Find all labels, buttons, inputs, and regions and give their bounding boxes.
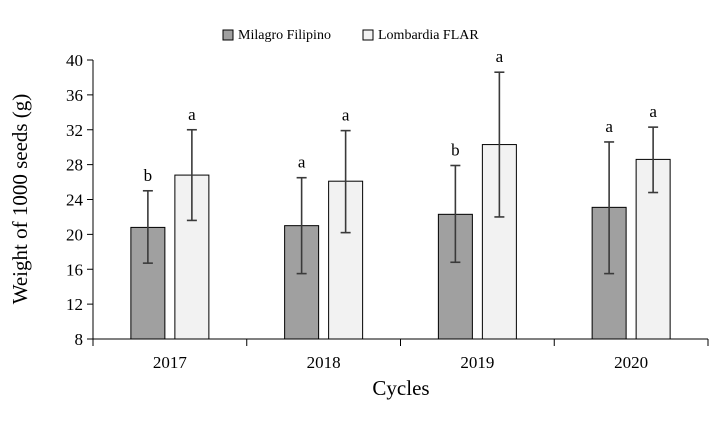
y-tick-label: 20 bbox=[66, 225, 83, 244]
significance-letter: b bbox=[144, 166, 153, 185]
legend-swatch bbox=[222, 29, 234, 41]
x-axis: 2017 2018 2019 2020 bbox=[92, 338, 709, 372]
y-tick-label: 16 bbox=[66, 260, 83, 279]
y-tick-label: 36 bbox=[66, 86, 83, 105]
y-axis-label: Weight of 1000 seeds (g) bbox=[8, 94, 32, 305]
bars: b a a a b a a a bbox=[130, 47, 671, 340]
x-axis-label: Cycles bbox=[372, 376, 429, 400]
significance-letter: a bbox=[605, 117, 613, 136]
legend-label: Milagro Filipino bbox=[238, 28, 331, 43]
y-tick-label: 40 bbox=[66, 51, 83, 70]
significance-letter: a bbox=[649, 102, 657, 121]
x-tick-label: 2018 bbox=[307, 353, 341, 372]
y-tick-label: 24 bbox=[66, 191, 84, 210]
y-tick-label: 12 bbox=[66, 295, 83, 314]
x-tick-label: 2019 bbox=[460, 353, 494, 372]
x-tick-label: 2017 bbox=[153, 353, 188, 372]
legend: Milagro Filipino Lombardia FLAR bbox=[222, 28, 479, 43]
y-tick-label: 32 bbox=[66, 121, 83, 140]
x-tick-label: 2020 bbox=[614, 353, 648, 372]
significance-letter: a bbox=[342, 106, 350, 125]
y-tick-label: 8 bbox=[75, 330, 84, 349]
legend-swatch bbox=[362, 29, 374, 41]
significance-letter: a bbox=[496, 47, 504, 66]
significance-letter: a bbox=[298, 153, 306, 172]
y-axis: 8 12 16 20 24 28 32 36 40 bbox=[66, 51, 94, 349]
significance-letter: b bbox=[451, 140, 460, 159]
significance-letter: a bbox=[188, 105, 196, 124]
bar bbox=[130, 226, 166, 340]
legend-label: Lombardia FLAR bbox=[378, 28, 479, 43]
y-tick-label: 28 bbox=[66, 156, 83, 175]
